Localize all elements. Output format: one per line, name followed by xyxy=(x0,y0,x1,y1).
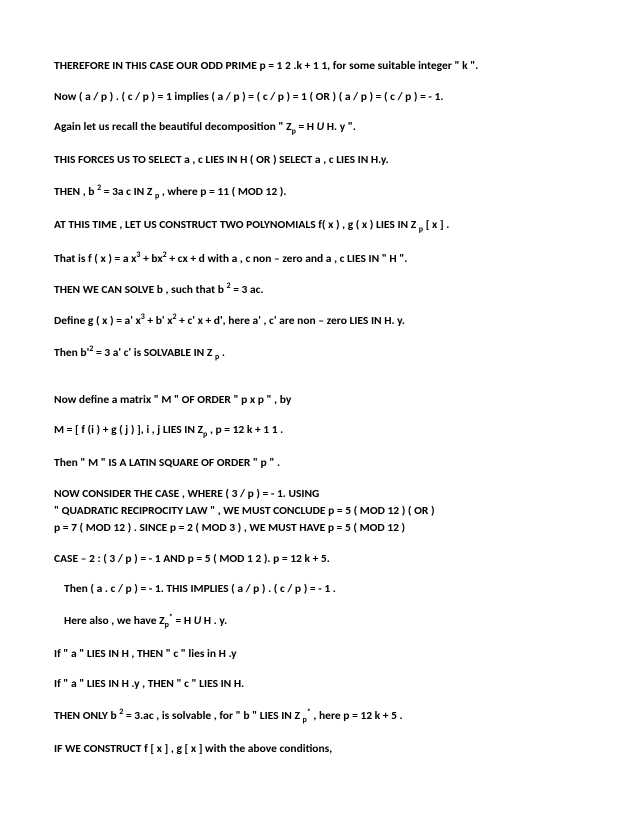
text-line: Now ( a / p ) . ( c / p ) = 1 implies ( … xyxy=(54,89,584,105)
text-line: THEN ONLY b 2 = 3.ac , is solvable , for… xyxy=(54,707,584,726)
text-line: If " a " LIES IN H , THEN " c " lies in … xyxy=(54,646,584,662)
text-line: THEN WE CAN SOLVE b , such that b 2 = 3 … xyxy=(54,281,584,298)
text-line: NOW CONSIDER THE CASE , WHERE ( 3 / p ) … xyxy=(54,486,584,502)
text-line: IF WE CONSTRUCT f [ x ] , g [ x ] with t… xyxy=(54,741,584,757)
text-line: THEREFORE IN THIS CASE OUR ODD PRIME p =… xyxy=(54,58,584,74)
document-body: THEREFORE IN THIS CASE OUR ODD PRIME p =… xyxy=(54,58,584,757)
text-line: Define g ( x ) = a' x3 + b' x2 + c' x + … xyxy=(54,312,584,329)
text-line: CASE – 2 : ( 3 / p ) = - 1 AND p = 5 ( M… xyxy=(54,551,584,567)
text-line: Then b'2 = 3 a' c' is SOLVABLE IN Z p . xyxy=(54,344,584,363)
text-line: Here also , we have Zp* = H U H . y. xyxy=(54,612,584,631)
text-line: M = [ f (i ) + g ( j ) ], i , j LIES IN … xyxy=(54,422,584,440)
text-line: THEN , b 2 = 3a c IN Z p , where p = 11 … xyxy=(54,183,584,202)
text-line: " QUADRATIC RECIPROCITY LAW " , WE MUST … xyxy=(54,503,584,519)
blank-line xyxy=(54,378,584,392)
text-line: Now define a matrix " M " OF ORDER " p x… xyxy=(54,392,584,408)
text-line: Again let us recall the beautiful decomp… xyxy=(54,119,584,137)
text-line: If " a " LIES IN H .y , THEN " c " LIES … xyxy=(54,676,584,692)
text-line: That is f ( x ) = a x3 + bx2 + cx + d wi… xyxy=(54,250,584,267)
text-line: Then ( a . c / p ) = - 1. THIS IMPLIES (… xyxy=(54,581,584,597)
text-line: AT THIS TIME , LET US CONSTRUCT TWO POLY… xyxy=(54,217,584,235)
text-line: THIS FORCES US TO SELECT a , c LIES IN H… xyxy=(54,152,584,168)
text-line: p = 7 ( MOD 12 ) . SINCE p = 2 ( MOD 3 )… xyxy=(54,520,584,536)
text-line: Then " M " IS A LATIN SQUARE OF ORDER " … xyxy=(54,455,584,471)
